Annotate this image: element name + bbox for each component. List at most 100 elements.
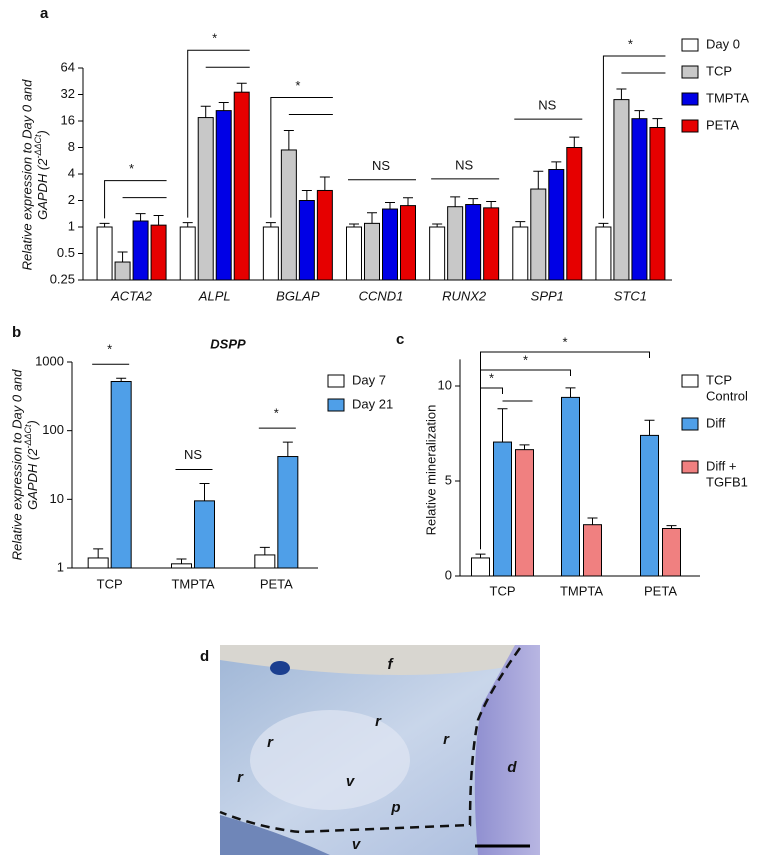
x-tick-label: TMPTA	[560, 583, 603, 598]
bar	[110, 381, 132, 569]
significance-label: *	[562, 334, 567, 349]
error-bar	[666, 525, 677, 529]
bar	[662, 528, 681, 577]
image-label: p	[390, 799, 400, 816]
error-bar	[598, 222, 609, 227]
image-label: r	[237, 769, 244, 786]
y-tick-label: 100	[42, 422, 64, 437]
significance-label: *	[212, 31, 217, 46]
error-bar	[475, 553, 486, 558]
error-bar	[403, 197, 413, 206]
bar	[548, 168, 565, 281]
legend-swatch	[681, 38, 699, 52]
y-tick-label: 1	[68, 218, 75, 233]
error-bar	[551, 161, 562, 170]
error-bar	[652, 118, 663, 128]
y-label: GAPDH (2-ΔΔCt)	[33, 130, 50, 220]
error-bar	[319, 176, 330, 191]
x-tick-label: PETA	[644, 583, 677, 598]
y-label: Relative expression to Day 0 and	[19, 79, 34, 271]
y-label-sup: -ΔΔCt	[33, 134, 43, 159]
panel-label: c	[396, 331, 404, 348]
significance-label: *	[107, 342, 112, 357]
legend-label: Day 21	[352, 396, 393, 411]
y-tick-label: 10	[438, 377, 452, 392]
bar	[346, 226, 362, 281]
bar	[566, 147, 583, 281]
error-bar	[486, 200, 497, 208]
y-tick-label: 32	[61, 86, 75, 101]
image-label: r	[375, 713, 382, 730]
significance-line	[480, 351, 650, 550]
bar	[483, 207, 500, 281]
error-bar	[116, 377, 127, 382]
significance-line	[270, 96, 333, 218]
error-bar	[200, 105, 211, 118]
y-tick-label: 0	[445, 567, 452, 582]
legend-swatch	[327, 398, 345, 412]
error-bar	[93, 548, 104, 558]
chart-title: DSPP	[210, 336, 246, 351]
y-label: GAPDH (2-ΔΔCt)	[23, 420, 40, 510]
y-tick-label: 8	[68, 139, 75, 154]
bar	[595, 226, 612, 281]
y-tick-label: 64	[61, 59, 75, 74]
bar	[215, 110, 232, 281]
significance-label: *	[129, 161, 134, 176]
error-bar	[135, 213, 146, 221]
x-tick-label: CCND1	[359, 288, 404, 303]
bar	[631, 118, 648, 281]
legend-swatch	[681, 460, 699, 474]
x-tick-label: RUNX2	[442, 288, 487, 303]
bar	[613, 99, 630, 281]
x-tick-label: TCP	[490, 583, 516, 598]
significance-label: *	[274, 406, 279, 421]
x-tick-label: TCP	[97, 576, 123, 591]
significance-line	[104, 180, 167, 219]
legend-swatch	[681, 374, 699, 388]
bar	[429, 226, 446, 281]
bar	[382, 208, 398, 281]
legend-swatch	[681, 92, 699, 106]
image-label: v	[352, 836, 362, 853]
x-tick-label: BGLAP	[276, 288, 320, 303]
bar	[298, 200, 315, 281]
legend-label: TMPTA	[706, 90, 749, 105]
significance-line	[602, 55, 666, 219]
significance-label: *	[628, 36, 633, 51]
significance-label: *	[523, 352, 528, 367]
error-bar	[634, 110, 645, 119]
bar	[583, 524, 602, 577]
legend-label: Diff +	[706, 458, 736, 473]
error-bar	[367, 212, 377, 224]
y-tick-label: 16	[61, 112, 75, 127]
significance-line	[187, 49, 250, 218]
error-bar	[236, 82, 247, 93]
y-label: Relative expression to Day 0 and	[9, 369, 24, 561]
bar	[530, 188, 547, 281]
legend-label: Diff	[706, 415, 726, 430]
x-tick-label: ALPL	[198, 288, 231, 303]
bar	[640, 434, 659, 577]
error-bar	[117, 251, 128, 263]
bar	[277, 456, 299, 569]
error-bar	[259, 546, 270, 555]
bar	[150, 224, 167, 281]
error-bar	[450, 196, 461, 207]
bar	[179, 226, 196, 281]
error-bar	[468, 198, 479, 205]
y-label-sup: -ΔΔCt	[23, 424, 33, 449]
y-tick-label: 5	[445, 472, 452, 487]
histology-image	[219, 645, 540, 855]
error-bar	[182, 222, 193, 227]
legend-swatch	[681, 65, 699, 79]
y-tick-label: 0.25	[50, 271, 75, 286]
legend-swatch	[681, 119, 699, 133]
y-tick-label: 0.5	[57, 245, 75, 260]
image-label: f	[388, 656, 395, 673]
panel-label: a	[40, 5, 49, 22]
image-label: r	[267, 734, 274, 751]
error-bar	[519, 444, 530, 450]
bar	[171, 563, 192, 569]
bar	[114, 261, 131, 281]
